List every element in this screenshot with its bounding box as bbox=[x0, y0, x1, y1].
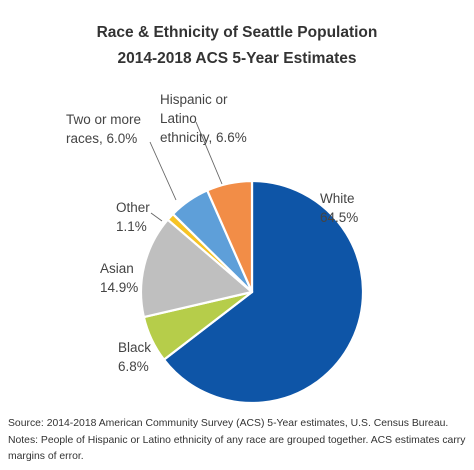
footnotes: Source: 2014-2018 American Community Sur… bbox=[8, 418, 466, 462]
pie-slices bbox=[139, 179, 365, 405]
slice-hispanic-or-latino-ethnicity bbox=[206, 179, 254, 294]
slice-label-other: Other 1.1% bbox=[116, 200, 150, 234]
label-leader-lines bbox=[149, 121, 223, 222]
footnote-source: Source: 2014-2018 American Community Sur… bbox=[8, 418, 448, 429]
slice-label-hispanic-or-latino-ethnicity-line-3: ethnicity, 6.6% bbox=[160, 130, 247, 145]
leader-line-other bbox=[150, 212, 163, 222]
slice-label-white: White 64.5% bbox=[320, 191, 358, 225]
slice-label-white-line-2: 64.5% bbox=[320, 210, 358, 225]
slice-label-hispanic-or-latino-ethnicity-line-1: Hispanic or bbox=[160, 92, 228, 107]
slice-label-other-line-1: Other bbox=[116, 200, 150, 215]
slice-label-asian-line-1: Asian bbox=[100, 261, 134, 276]
slice-label-other-line-2: 1.1% bbox=[116, 219, 147, 234]
footnote-notes-continued: margins of error. bbox=[8, 451, 84, 462]
leader-line-hispanic-or-latino-ethnicity bbox=[195, 121, 223, 185]
slice-label-asian-line-2: 14.9% bbox=[100, 280, 138, 295]
slice-label-black-line-2: 6.8% bbox=[118, 359, 149, 374]
slice-label-hispanic-or-latino-ethnicity-line-2: Latino bbox=[160, 111, 197, 126]
slice-label-black-line-1: Black bbox=[118, 340, 151, 355]
slice-label-black: Black 6.8% bbox=[118, 340, 151, 374]
slice-label-two-or-more-races: Two or more races, 6.0% bbox=[66, 112, 141, 146]
chart-title-line-2: 2014-2018 ACS 5-Year Estimates bbox=[118, 50, 357, 67]
slice-asian bbox=[139, 218, 254, 319]
chart-title-line-1: Race & Ethnicity of Seattle Population bbox=[97, 24, 378, 41]
leader-line-two-or-more-races bbox=[149, 141, 177, 201]
slice-label-hispanic-or-latino-ethnicity: Hispanic or Latino ethnicity, 6.6% bbox=[160, 92, 247, 145]
chart-title: Race & Ethnicity of Seattle Population 2… bbox=[97, 24, 378, 67]
slice-white bbox=[162, 179, 365, 405]
slice-label-two-or-more-races-line-2: races, 6.0% bbox=[66, 131, 137, 146]
slice-labels: White 64.5% Black 6.8% Asian 14.9% Other 1.1% Tw… bbox=[66, 92, 358, 374]
slice-label-white-line-1: White bbox=[320, 191, 355, 206]
slice-label-two-or-more-races-line-1: Two or more bbox=[66, 112, 141, 127]
footnote-notes: Notes: People of Hispanic or Latino ethn… bbox=[8, 435, 466, 446]
slice-label-asian: Asian 14.9% bbox=[100, 261, 138, 295]
